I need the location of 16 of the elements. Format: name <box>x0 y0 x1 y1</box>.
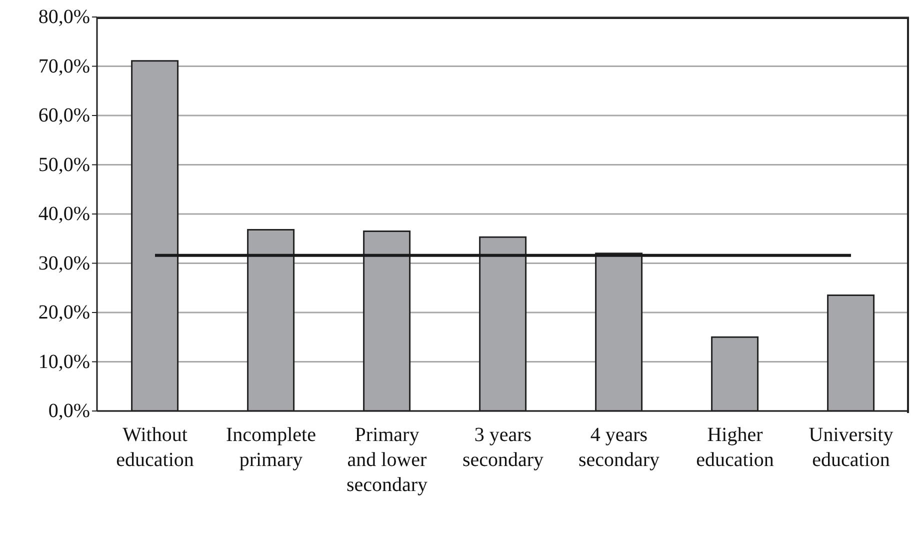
y-tick-label: 60,0% <box>38 104 90 126</box>
y-tick-label: 70,0% <box>38 55 90 78</box>
y-tick-label: 20,0% <box>38 302 90 324</box>
y-tick-label: 50,0% <box>38 154 90 176</box>
x-tick-label: 3 years secondary <box>462 424 544 471</box>
x-tick-label: Incomplete primary <box>226 424 316 471</box>
x-tick-label: Without education <box>116 424 194 471</box>
x-tick-label: Higher education <box>696 424 774 471</box>
x-tick-label: Primary and lower secondary <box>346 424 428 496</box>
y-tick-label: 40,0% <box>38 203 90 225</box>
x-tick-label: University education <box>808 424 894 471</box>
y-tick-label: 0,0% <box>48 400 90 422</box>
y-tick-label: 10,0% <box>38 350 90 373</box>
x-tick-label: 4 years secondary <box>578 424 660 471</box>
y-tick-label: 30,0% <box>38 252 90 274</box>
y-tick-label: 80,0% <box>38 6 90 28</box>
